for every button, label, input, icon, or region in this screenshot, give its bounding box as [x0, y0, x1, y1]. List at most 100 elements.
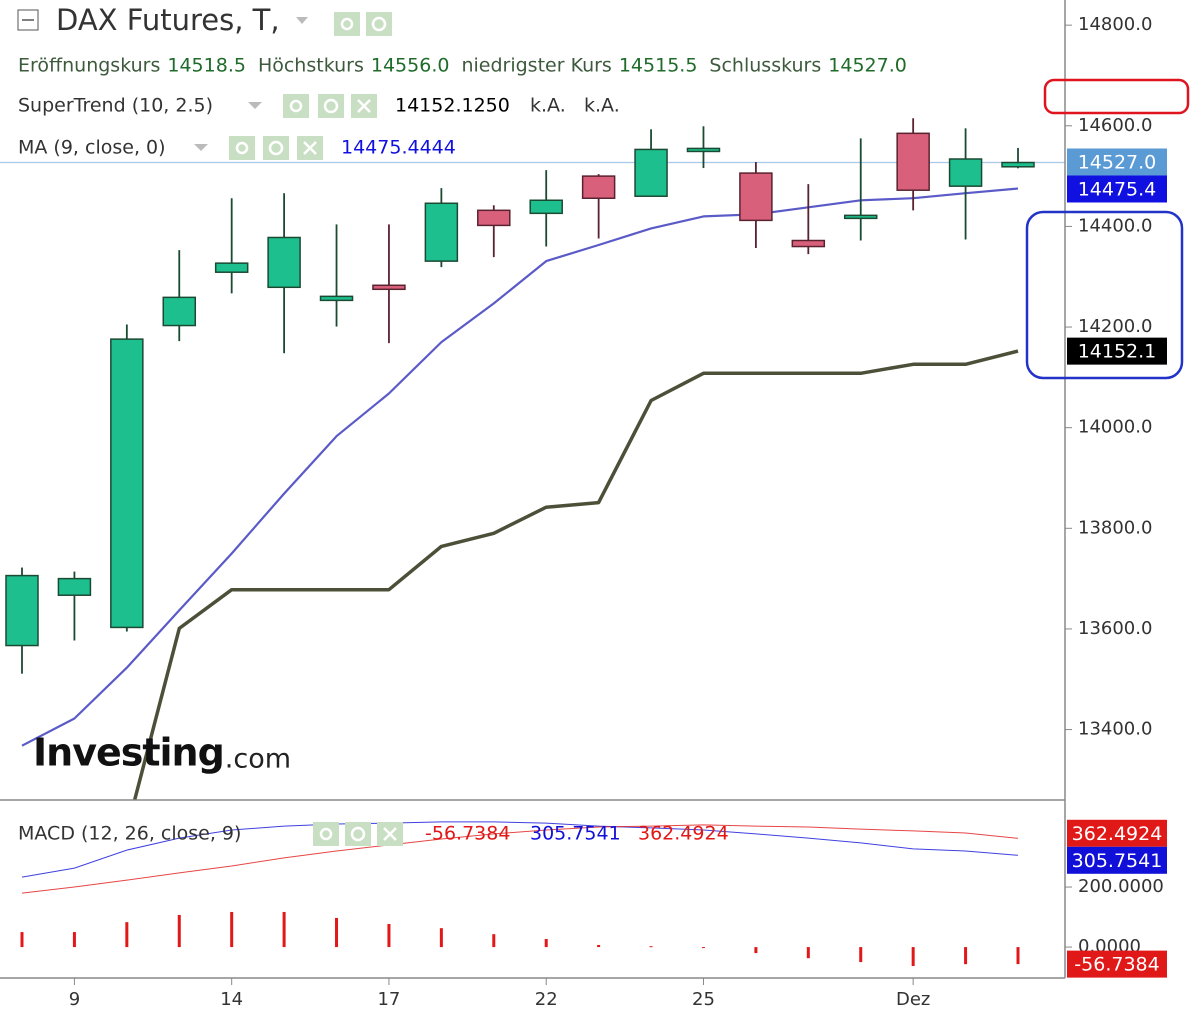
overlay: Investing .com DAX Futures, T, Eröffnung…	[17, 3, 1190, 846]
candle-body	[843, 214, 878, 220]
dropdown[interactable]	[248, 102, 262, 109]
indicator-value: 14152.1250	[395, 95, 510, 117]
x-tick-label: 14	[220, 989, 243, 1010]
y-tick-label: 14600.0	[1078, 115, 1152, 136]
indicator-value: 14475.4444	[341, 137, 456, 159]
visibility-button[interactable]	[283, 94, 309, 118]
chart-title: DAX Futures, T,	[56, 3, 280, 37]
price-tag: 362.4924	[1072, 823, 1163, 845]
histogram-bar	[597, 944, 601, 948]
candle-body	[529, 199, 563, 215]
visibility-button[interactable]	[313, 822, 339, 846]
price-tag: 305.7541	[1072, 850, 1163, 872]
x-tick-label: 17	[377, 989, 400, 1010]
candle-body	[267, 236, 301, 289]
y-tick-label: 14000.0	[1078, 417, 1152, 438]
price-tag-bg	[1067, 337, 1167, 365]
indicator-name: MA (9, close, 0)	[18, 137, 166, 159]
macd-panel	[20, 821, 1020, 966]
histogram-bar	[964, 947, 968, 965]
histogram-bar	[387, 923, 391, 948]
highlight-box	[1043, 78, 1190, 115]
histogram-bar	[282, 911, 286, 948]
candle-body	[477, 209, 511, 227]
ohlc-name: Eröffnungskurs	[18, 55, 160, 77]
dropdown[interactable]	[194, 144, 208, 151]
histogram-bar	[701, 947, 705, 949]
ohlc-row: Eröffnungskurs 14518.5 Höchstkurs 14556.0 ni…	[18, 55, 907, 77]
watermark: Investing	[33, 731, 224, 775]
candle-body	[319, 295, 354, 302]
x-tick-label: 22	[535, 989, 558, 1010]
histogram-bar	[649, 946, 653, 948]
price-tag-bg	[1067, 175, 1167, 203]
settings-button[interactable]	[318, 94, 344, 118]
indicator-line	[132, 349, 1019, 800]
remove-button[interactable]	[351, 94, 377, 118]
y-tick-label: 14400.0	[1078, 215, 1152, 236]
price-panel	[0, 118, 1065, 800]
histogram-bar	[859, 947, 863, 963]
histogram-bar	[335, 917, 339, 948]
candle-body	[581, 175, 616, 199]
y-tick-label: 200.0000	[1078, 876, 1164, 897]
histogram-bar	[806, 947, 810, 959]
visibility-button[interactable]	[334, 12, 360, 36]
histogram-bar	[20, 932, 24, 948]
candle-body	[162, 296, 197, 327]
dropdown[interactable]	[296, 17, 308, 24]
indicator-line	[21, 187, 1019, 747]
candle-body	[791, 239, 826, 248]
candle-body	[424, 202, 459, 262]
candle-body	[57, 577, 92, 596]
settings-button[interactable]	[263, 136, 289, 160]
histogram-bar	[1016, 947, 1020, 965]
visibility-button[interactable]	[229, 136, 255, 160]
price-tag-bg	[1067, 950, 1167, 978]
histogram-bar	[177, 914, 181, 948]
price-tag-bg	[1067, 819, 1167, 847]
y-tick-label: 14800.0	[1078, 14, 1152, 35]
ohlc-value: 14515.5	[619, 55, 698, 77]
candle-body	[634, 148, 668, 197]
candle-body	[948, 158, 983, 187]
histogram-bar	[439, 928, 443, 948]
histogram-bar	[492, 934, 496, 948]
macd-line	[21, 821, 1019, 878]
candle-body	[110, 338, 144, 629]
price-tag: 14527.0	[1078, 151, 1157, 173]
settings-button[interactable]	[366, 12, 392, 36]
remove-button[interactable]	[297, 136, 323, 160]
candle-body	[5, 574, 39, 647]
macd-name: MACD (12, 26, close, 9)	[18, 823, 241, 845]
macd-value: 362.4924	[638, 823, 729, 845]
watermark-suffix: .com	[225, 744, 291, 775]
y-tick-label: 14200.0	[1078, 316, 1152, 337]
ohlc-name: Höchstkurs	[258, 55, 364, 77]
indicator-name: SuperTrend (10, 2.5)	[18, 95, 213, 117]
candle-body	[896, 132, 930, 191]
price-tag: 14152.1	[1078, 341, 1157, 363]
ohlc-value: 14556.0	[371, 55, 450, 77]
macd-value: -56.7384	[425, 823, 510, 845]
ohlc-name: Schlusskurs	[709, 55, 821, 77]
price-tag-bg	[1067, 148, 1167, 176]
y-tick-label: 13600.0	[1078, 618, 1152, 639]
histogram-bar	[911, 947, 915, 966]
ohlc-name: niedrigster Kurs	[461, 55, 611, 77]
macd-value: 305.7541	[530, 823, 621, 845]
histogram-bar	[230, 911, 234, 948]
candle-body	[214, 262, 249, 273]
y-tick-label: 13800.0	[1078, 517, 1152, 538]
histogram-bar	[544, 938, 548, 948]
candle-body	[739, 172, 773, 222]
y-tick-label: 13400.0	[1078, 719, 1152, 740]
histogram-bar	[754, 947, 758, 954]
remove-button[interactable]	[377, 822, 403, 846]
x-tick-label: 25	[692, 989, 715, 1010]
histogram-bar	[72, 932, 76, 948]
ohlc-value: 14527.0	[828, 55, 907, 77]
settings-button[interactable]	[345, 822, 371, 846]
x-tick-label: 9	[69, 989, 80, 1010]
